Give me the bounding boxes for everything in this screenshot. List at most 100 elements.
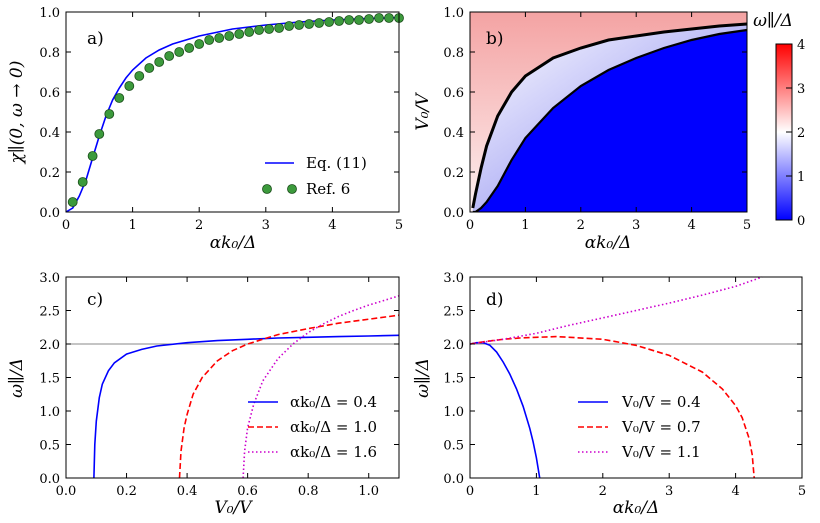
x-tick-label: 1 [521,218,529,233]
y-tick-label: 1.5 [443,372,464,387]
series-line-2 [242,295,400,479]
y-tick-label: 0.0 [39,472,60,487]
panel-a-legend: Eq. (11) Ref. 6 [262,154,367,198]
data-point-ref6 [244,27,255,37]
x-tick-label: 4 [328,218,336,233]
data-point-ref6 [274,23,285,33]
x-tick-label: 0.4 [177,484,198,499]
data-point-ref6 [354,15,364,25]
colorbar-tick-label: 2 [797,126,805,141]
y-tick-label: 0.0 [39,206,60,221]
x-tick-label: 5 [395,218,403,233]
panel-d-ticks: 0 1 2 3 4 5 0.0 0.5 1.0 1.5 2.0 2.5 3.0 [443,271,806,499]
panel-d-xlabel: αk₀/Δ [613,498,660,518]
y-tick-label: 2.5 [443,305,464,320]
legend-a-label-1: Ref. 6 [306,180,350,198]
x-tick-label: 1.0 [358,484,379,499]
data-point-ref6 [294,20,305,30]
y-tick-label: 1.0 [443,405,464,420]
panel-a-ticks: 0 1 2 3 4 5 0.0 0.2 0.4 0.6 0.8 1.0 [39,6,403,233]
x-tick-label: 0 [466,484,474,499]
colorbar-tick-label: 3 [797,82,805,97]
panel-d-label: d) [486,290,504,310]
panel-a: 0 1 2 3 4 5 0.0 0.2 0.4 0.6 0.8 1.0 a) αk₀/Δ χ∥(0, … [7,6,404,253]
y-tick-label: 0.2 [443,166,464,181]
heatmap-lower-region [470,30,747,212]
data-point-ref6 [144,63,155,73]
panel-b-heatmap [470,12,747,212]
y-tick-label: 0.8 [39,46,60,61]
panel-a-label: a) [87,29,104,49]
y-tick-label: 2.5 [39,305,60,320]
x-tick-label: 4 [687,218,695,233]
y-tick-label: 0.5 [443,439,464,454]
panel-a-frame [65,11,400,213]
data-point-ref6 [224,31,235,41]
data-point-ref6 [104,109,115,119]
legend-c-label-2: αk₀/Δ = 1.6 [290,443,377,461]
panel-b-label: b) [486,29,504,49]
x-tick-label: 3 [632,218,640,233]
data-point-ref6 [94,129,105,139]
y-tick-label: 0.6 [39,86,60,101]
x-tick-label: 0 [62,218,70,233]
data-point-ref6 [384,13,394,23]
x-tick-label: 2 [577,218,585,233]
data-point-ref6 [334,16,345,26]
data-point-ref6 [134,71,145,81]
x-tick-label: 0.6 [237,484,258,499]
data-point-ref6 [194,39,205,49]
x-tick-label: 4 [731,484,739,499]
data-point-ref6 [67,197,78,207]
legend-a-label-0: Eq. (11) [306,154,367,172]
data-point-ref6 [164,51,175,61]
x-tick-label: 2 [195,218,203,233]
legend-d-label-0: V₀/V = 0.4 [621,393,701,411]
y-tick-label: 1.0 [39,405,60,420]
data-point-ref6 [264,24,275,34]
panel-c-xlabel: V₀/V [214,498,253,518]
data-point-ref6 [304,19,315,29]
panel-d-legend: V₀/V = 0.4 V₀/V = 0.7 V₀/V = 1.1 [578,393,701,461]
y-tick-label: 1.0 [443,6,464,21]
panel-a-xlabel: αk₀/Δ [210,233,257,253]
panel-c-legend: αk₀/Δ = 0.4 αk₀/Δ = 1.0 αk₀/Δ = 1.6 [248,393,377,461]
heatmap-lower-contour [472,28,747,212]
y-tick-label: 2.0 [39,338,60,353]
panel-d-series [469,276,763,479]
colorbar-ticks: 0 1 2 3 4 [786,38,805,229]
x-tick-label: 1 [532,484,540,499]
data-point-ref6 [204,35,215,45]
panel-b-ticks: 0 1 2 3 4 5 0.0 0.2 0.4 0.6 0.8 1.0 [443,6,751,233]
legend-c-label-0: αk₀/Δ = 0.4 [290,393,377,411]
data-point-ref6 [314,18,325,28]
data-point-ref6 [374,13,384,23]
x-tick-label: 0 [466,218,474,233]
x-tick-label: 3 [665,484,673,499]
series-line-1 [178,314,400,479]
panel-b-frame [469,11,748,213]
x-tick-label: 3 [262,218,270,233]
y-tick-label: 0.0 [443,472,464,487]
data-point-ref6 [364,14,374,24]
x-tick-label: 5 [743,218,751,233]
y-tick-label: 0.4 [443,126,464,141]
data-point-ref6 [114,93,125,103]
panel-a-ylabel: χ∥(0, ω → 0) [7,61,27,165]
y-tick-label: 0.5 [39,439,60,454]
panel-a-series [65,13,404,213]
panel-b-ylabel: V₀/V [413,92,433,131]
legend-d-label-1: V₀/V = 0.7 [621,418,701,436]
y-tick-label: 2.0 [443,338,464,353]
data-point-ref6 [324,17,335,27]
y-tick-label: 1.5 [39,372,60,387]
series-line-1 [469,335,755,479]
legend-a-marker-swatch-2 [287,184,297,194]
y-tick-label: 0.6 [443,86,464,101]
data-point-ref6 [184,43,195,53]
series-line-2 [469,276,763,345]
panel-c-ylabel: ω∥/Δ [7,358,27,398]
data-point-ref6 [77,177,88,187]
x-tick-label: 2 [599,484,607,499]
series-line-0 [93,334,400,479]
